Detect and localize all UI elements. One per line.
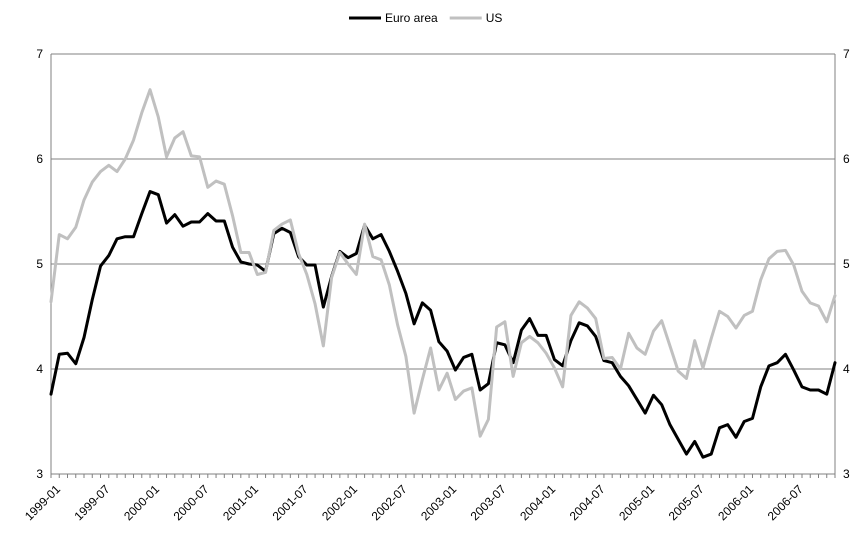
x-tick-label: 2000-07 [171,482,212,523]
x-tick-label: 1999-07 [72,482,113,523]
x-tick-label: 2001-01 [220,482,261,523]
y-tick-label: 4 [843,362,850,376]
y-tick-label: 6 [843,152,850,166]
x-tick-label: 2004-07 [567,482,608,523]
y-tick-label: 6 [36,152,43,166]
series-line-us [49,88,837,438]
gridlines [51,53,835,475]
y-tick-label: 7 [843,47,850,61]
x-tick-label: 2005-01 [616,482,657,523]
legend-label: US [486,11,503,25]
y-tick-label: 3 [843,467,850,481]
x-tick-label: 2003-07 [468,482,509,523]
y-tick-label: 7 [36,47,43,61]
x-tick-label: 2000-01 [121,482,162,523]
x-tick-label: 2005-07 [666,482,707,523]
x-tick-label: 2001-07 [270,482,311,523]
x-tick-label: 2002-07 [369,482,410,523]
legend-label: Euro area [385,11,438,25]
legend: Euro area US [349,11,502,25]
series-lines [49,88,837,459]
y-axis-left-labels: 3 4 5 6 7 [36,47,43,481]
y-tick-label: 5 [36,257,43,271]
x-tick-label: 2002-01 [319,482,360,523]
axes [50,54,836,478]
x-tick-label: 1999-01 [22,482,63,523]
x-tick-label: 2004-01 [517,482,558,523]
x-axis-labels: 1999-01 1999-07 2000-01 2000-07 2001-01 2001-… [22,482,806,523]
x-tick-label: 2006-01 [715,482,756,523]
x-tick-label: 2006-07 [765,482,806,523]
x-tick-label: 2003-01 [418,482,459,523]
series-line-euro-area [49,190,837,459]
y-tick-label: 3 [36,467,43,481]
y-tick-label: 5 [843,257,850,271]
y-axis-right-labels: 3 4 5 6 7 [843,47,850,481]
y-tick-label: 4 [36,362,43,376]
